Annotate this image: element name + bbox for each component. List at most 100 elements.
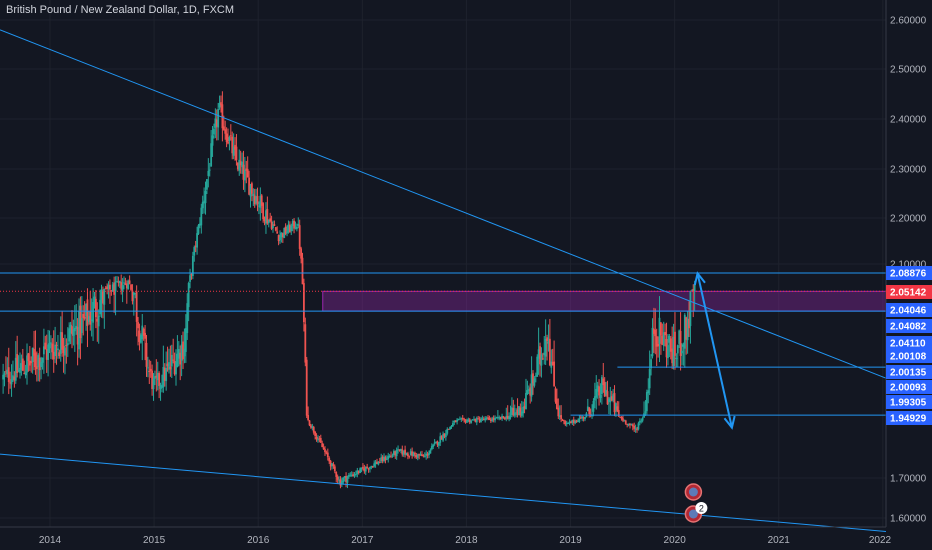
candle-body [328, 457, 331, 462]
candle-body [394, 451, 397, 456]
candle-body [645, 392, 648, 412]
candle-body [553, 361, 555, 387]
candle-body [633, 425, 636, 429]
candle-body [20, 363, 23, 370]
candle-body [191, 255, 194, 277]
candle-body [446, 428, 449, 434]
candle-body [218, 103, 221, 108]
candle-body [578, 418, 581, 422]
candle-body [571, 419, 574, 423]
candle-body [170, 354, 173, 367]
candle-body [658, 317, 661, 344]
candle-body [83, 316, 86, 319]
candle-body [627, 423, 630, 426]
lines-layer [0, 29, 887, 532]
candle-body [34, 352, 37, 368]
candle-body [2, 374, 5, 380]
candle-body [322, 447, 325, 450]
candle-body [266, 209, 269, 224]
candle-body [71, 326, 73, 335]
candle-body [103, 288, 106, 305]
candle-body [579, 417, 582, 419]
candle-body [288, 224, 291, 233]
candle-body [73, 327, 76, 332]
y-tick-label: 2.30000 [890, 165, 927, 176]
candle-body [17, 370, 20, 372]
candle-body [24, 372, 27, 376]
candle-body [16, 354, 19, 373]
candle-body [412, 452, 415, 457]
candle-body [326, 452, 329, 458]
candle-body [369, 466, 371, 469]
candle-body [333, 466, 336, 472]
candle-body [182, 341, 184, 360]
candle-body [211, 135, 214, 146]
candle-body [187, 283, 190, 308]
candle-body [274, 227, 277, 231]
x-tick-label: 2016 [247, 535, 270, 546]
candle-body [31, 347, 34, 363]
candle-body [640, 420, 643, 422]
price-badge [886, 266, 932, 280]
candle-body [130, 284, 132, 290]
candle-body [532, 373, 534, 384]
candle-body [404, 449, 407, 455]
candle-body [686, 318, 689, 341]
candle-body [498, 417, 501, 419]
candle-body [543, 352, 546, 356]
candle-body [467, 419, 470, 421]
candle-body [525, 393, 527, 410]
candle-body [300, 248, 302, 259]
candle-body [599, 394, 602, 398]
candle-body [662, 332, 665, 346]
candle-body [416, 454, 419, 458]
candle-body [249, 185, 252, 197]
candle-body [293, 220, 295, 229]
candle-body [19, 367, 21, 373]
candle-body [50, 342, 52, 344]
candle-body [350, 475, 353, 477]
candle-body [536, 356, 539, 377]
candle-body [9, 382, 12, 384]
candle-body [516, 409, 519, 416]
candle-body [13, 376, 16, 381]
candle-body [523, 406, 526, 409]
candle-body [217, 109, 220, 128]
candle-body [682, 344, 685, 347]
candle-body [512, 407, 515, 416]
candle-body [665, 339, 668, 358]
candle-body [281, 233, 284, 238]
candle-body [661, 335, 664, 345]
candle-body [51, 343, 54, 353]
candle-body [473, 419, 475, 421]
candle-body [548, 338, 551, 366]
candle-body [630, 424, 633, 426]
candle-body [506, 415, 509, 419]
candle-body [380, 457, 383, 462]
candle-body [23, 373, 26, 375]
x-tick-label: 2014 [39, 535, 62, 546]
candle-body [466, 420, 468, 423]
candle-body [28, 360, 31, 366]
price-zone [322, 290, 887, 312]
candle-body [319, 438, 322, 443]
candle-body [273, 224, 276, 226]
candle-body [650, 359, 652, 369]
candle-body [529, 387, 532, 396]
candle-body [342, 477, 345, 483]
candle-body [183, 348, 186, 357]
candle-body [693, 284, 696, 292]
candle-body [564, 421, 567, 425]
candle-body [325, 452, 328, 454]
candle-body [356, 470, 359, 475]
candle-body [540, 354, 543, 366]
candle-body [283, 227, 286, 238]
candle-body [68, 328, 71, 342]
candle-body [678, 330, 681, 344]
candle-body [310, 425, 312, 428]
y-tick-label: 2.50000 [890, 65, 927, 76]
candle-body [207, 170, 210, 176]
candle-body [152, 378, 155, 390]
candle-body [113, 282, 116, 295]
